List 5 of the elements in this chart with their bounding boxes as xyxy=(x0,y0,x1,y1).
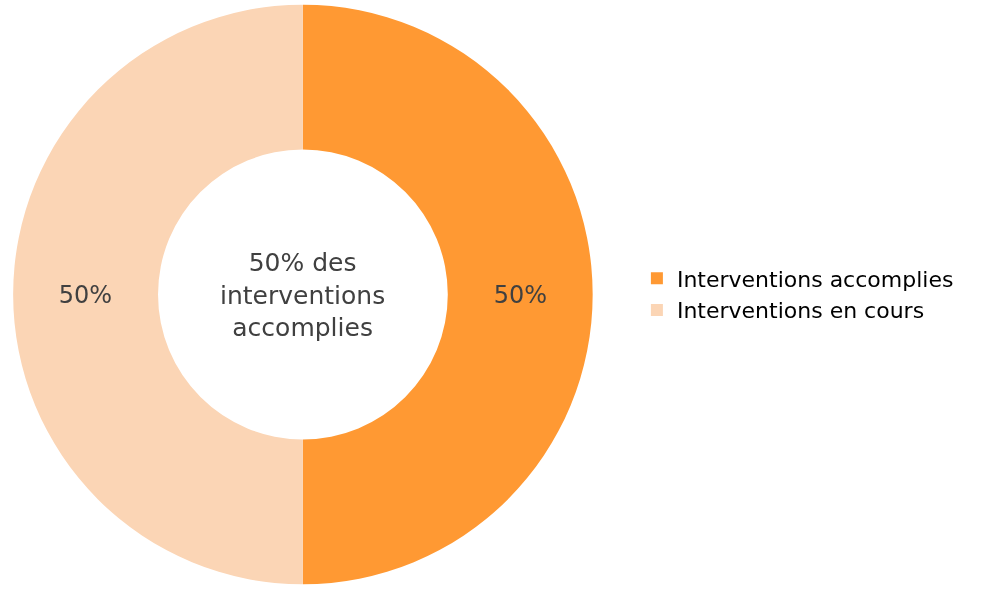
text: 50% des interventions accomplies xyxy=(220,248,386,342)
legend-label: Interventions en cours xyxy=(676,298,925,324)
legend-label: Interventions accomplies xyxy=(676,266,954,292)
data-label: 50% xyxy=(58,280,113,309)
data-label: 50% xyxy=(493,280,547,309)
